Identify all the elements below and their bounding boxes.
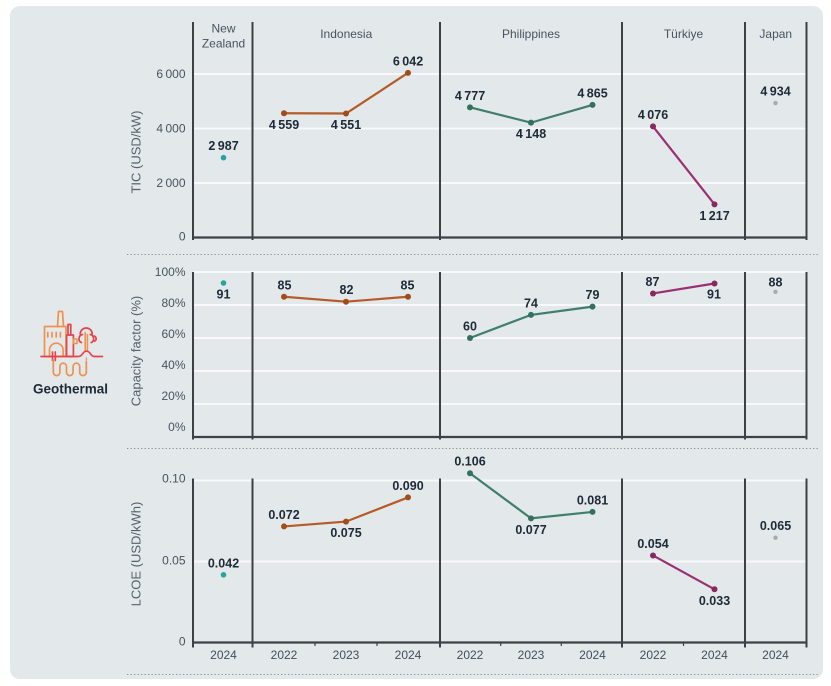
- svg-text:0.05: 0.05: [162, 554, 186, 568]
- svg-text:74: 74: [524, 296, 538, 310]
- svg-text:Japan: Japan: [759, 27, 792, 41]
- svg-text:4 934: 4 934: [760, 85, 790, 99]
- svg-text:4 865: 4 865: [577, 86, 607, 100]
- svg-text:87: 87: [646, 275, 660, 289]
- svg-text:2022: 2022: [640, 648, 667, 662]
- svg-text:0.033: 0.033: [699, 594, 730, 608]
- svg-text:2023: 2023: [518, 648, 545, 662]
- svg-text:4 076: 4 076: [638, 108, 668, 122]
- svg-text:4 777: 4 777: [455, 89, 485, 103]
- svg-text:0.106: 0.106: [454, 455, 485, 469]
- svg-text:2024: 2024: [701, 648, 728, 662]
- svg-text:85: 85: [401, 278, 415, 292]
- svg-text:Türkiye: Türkiye: [664, 27, 704, 41]
- svg-text:91: 91: [217, 288, 231, 302]
- svg-text:2022: 2022: [457, 648, 484, 662]
- svg-text:6 042: 6 042: [393, 54, 423, 68]
- svg-text:0.042: 0.042: [208, 556, 239, 570]
- svg-text:85: 85: [278, 278, 292, 292]
- svg-text:79: 79: [586, 288, 600, 302]
- svg-text:60%: 60%: [161, 327, 185, 341]
- svg-text:0.081: 0.081: [577, 493, 608, 507]
- svg-text:2022: 2022: [271, 648, 298, 662]
- svg-text:6 000: 6 000: [156, 67, 185, 81]
- svg-text:60: 60: [463, 320, 477, 334]
- svg-text:2 000: 2 000: [156, 176, 185, 190]
- svg-text:Capacity factor (%): Capacity factor (%): [129, 296, 144, 407]
- svg-text:Indonesia: Indonesia: [320, 27, 372, 41]
- svg-text:0: 0: [179, 635, 186, 649]
- svg-text:Philippines: Philippines: [502, 27, 560, 41]
- svg-text:4 148: 4 148: [516, 127, 546, 141]
- svg-text:1 217: 1 217: [699, 209, 729, 223]
- svg-text:Zealand: Zealand: [202, 37, 245, 51]
- svg-text:40%: 40%: [161, 358, 185, 372]
- svg-text:2 987: 2 987: [208, 139, 238, 153]
- svg-text:80%: 80%: [161, 296, 185, 310]
- svg-text:91: 91: [707, 288, 721, 302]
- svg-text:TIC (USD/kW): TIC (USD/kW): [129, 110, 144, 193]
- svg-text:0.075: 0.075: [330, 526, 361, 540]
- svg-text:0.077: 0.077: [515, 523, 546, 537]
- svg-text:2023: 2023: [333, 648, 360, 662]
- svg-text:2024: 2024: [395, 648, 422, 662]
- svg-text:0%: 0%: [168, 420, 186, 434]
- svg-text:4 559: 4 559: [269, 118, 299, 132]
- svg-text:0.054: 0.054: [637, 537, 668, 551]
- svg-text:0.10: 0.10: [162, 472, 186, 486]
- svg-text:100%: 100%: [155, 265, 186, 279]
- svg-text:0.072: 0.072: [268, 508, 299, 522]
- svg-text:20%: 20%: [161, 389, 185, 403]
- svg-text:82: 82: [340, 283, 354, 297]
- svg-text:2024: 2024: [579, 648, 606, 662]
- svg-text:4 000: 4 000: [156, 122, 185, 136]
- svg-text:0.090: 0.090: [392, 479, 423, 493]
- svg-text:0: 0: [179, 230, 186, 244]
- svg-text:LCOE (USD/kWh): LCOE (USD/kWh): [129, 502, 144, 607]
- svg-text:0.065: 0.065: [760, 519, 791, 533]
- svg-text:4 551: 4 551: [331, 118, 361, 132]
- svg-text:Geothermal: Geothermal: [33, 382, 108, 397]
- svg-text:2024: 2024: [210, 648, 237, 662]
- svg-text:2024: 2024: [762, 648, 789, 662]
- svg-text:88: 88: [769, 275, 783, 289]
- svg-text:New: New: [211, 22, 235, 36]
